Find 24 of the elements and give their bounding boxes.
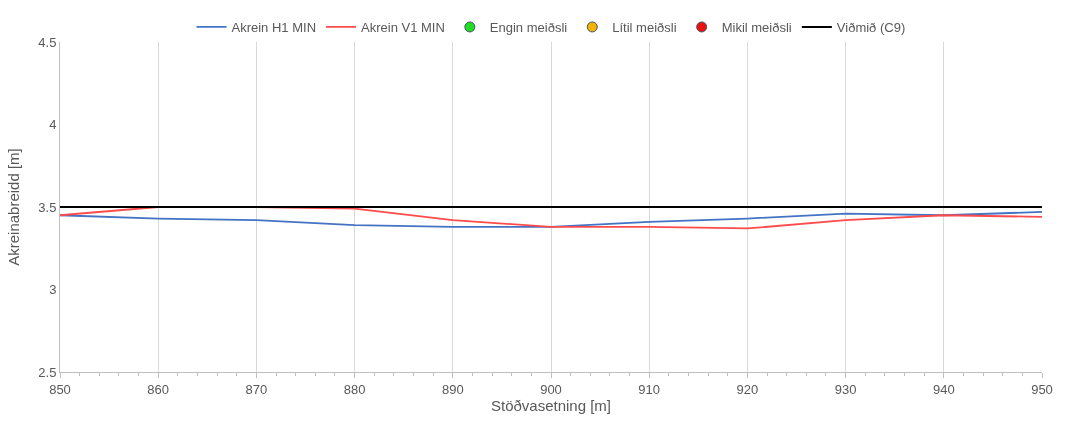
y-tick-label: 2.5 <box>38 364 57 380</box>
y-tick-label: 4.5 <box>38 34 57 50</box>
legend-label: Viðmið (C9) <box>836 20 906 36</box>
x-axis-title: Stöðvasetning [m] <box>490 396 612 414</box>
legend-label: Lítil meiðsli <box>612 20 677 36</box>
legend-label: Akrein H1 MIN <box>231 20 317 36</box>
legend-label: Mikil meiðsli <box>721 20 792 36</box>
x-tick-label: 900 <box>540 381 562 397</box>
x-tick-label: 950 <box>1031 381 1053 397</box>
y-axis-title: Akreinabreidd [m] <box>4 148 22 266</box>
y-tick-label: 4 <box>49 117 57 133</box>
x-tick-label: 890 <box>441 381 464 397</box>
x-tick-label: 870 <box>245 381 268 397</box>
legend-label: Engin meiðsli <box>489 20 568 36</box>
x-tick-label: 940 <box>932 381 955 397</box>
legend-label: Akrein V1 MIN <box>361 20 445 36</box>
x-tick-label: 880 <box>343 381 366 397</box>
x-tick-label: 920 <box>736 381 759 397</box>
x-tick-label: 850 <box>49 381 71 397</box>
x-tick-label: 910 <box>638 381 661 397</box>
x-tick-label: 860 <box>147 381 170 397</box>
x-tick-label: 930 <box>834 381 857 397</box>
y-tick-label: 3 <box>49 282 57 298</box>
y-tick-label: 3.5 <box>38 199 57 215</box>
